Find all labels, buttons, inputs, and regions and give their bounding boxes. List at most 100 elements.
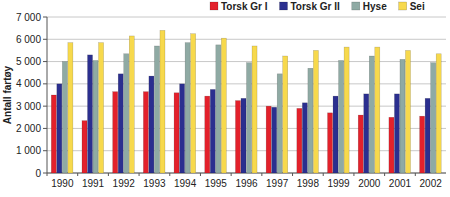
bar — [369, 56, 374, 173]
legend-swatch — [352, 2, 360, 10]
y-tick — [43, 39, 47, 40]
legend-label: Hyse — [363, 1, 387, 12]
bar — [160, 30, 165, 173]
bar — [113, 92, 118, 173]
x-tick-label: 2000 — [358, 178, 381, 189]
bar — [247, 63, 252, 173]
bar — [272, 107, 277, 173]
y-tick-label: 0 — [35, 168, 41, 179]
bar — [425, 98, 430, 173]
y-tick-label: 4 000 — [16, 78, 41, 89]
bar — [62, 62, 67, 173]
bar — [339, 60, 344, 173]
bar — [364, 94, 369, 173]
bar — [358, 115, 363, 173]
legend: Torsk Gr I Torsk Gr II Hyse Sei — [210, 1, 425, 12]
x-tick — [200, 173, 201, 176]
bar — [143, 92, 148, 173]
legend-swatch — [399, 2, 407, 10]
bar — [235, 101, 240, 173]
y-tick-label: 6 000 — [16, 34, 41, 45]
legend-label: Sei — [410, 1, 425, 12]
bar — [308, 68, 313, 173]
bar — [252, 46, 257, 173]
bar — [328, 113, 333, 173]
x-tick-label: 1999 — [327, 178, 350, 189]
legend-swatch — [280, 2, 288, 10]
x-tick — [415, 173, 416, 176]
x-tick — [169, 173, 170, 176]
x-tick — [231, 173, 232, 176]
bar — [405, 50, 410, 173]
x-tick — [353, 173, 354, 176]
x-tick-label: 1992 — [113, 178, 136, 189]
x-tick-label: 1991 — [82, 178, 105, 189]
x-tick — [261, 173, 262, 176]
x-tick-label: 1997 — [266, 178, 289, 189]
bar — [149, 76, 154, 173]
bar — [221, 38, 226, 173]
grid-line — [47, 17, 446, 18]
bar — [174, 93, 179, 173]
bar — [118, 74, 123, 173]
x-tick — [47, 173, 48, 176]
bar — [191, 34, 196, 173]
bar — [436, 54, 441, 173]
legend-swatch — [210, 2, 218, 10]
y-tick — [43, 150, 47, 151]
legend-label: Torsk Gr I — [221, 1, 268, 12]
bar — [420, 116, 425, 173]
y-tick — [43, 173, 47, 174]
bar — [57, 84, 62, 173]
y-tick-label: 3 000 — [16, 101, 41, 112]
bar — [241, 98, 246, 173]
y-axis-label: Antall fartøy — [2, 65, 13, 124]
bar — [205, 96, 210, 173]
bar — [394, 94, 399, 173]
x-tick — [139, 173, 140, 176]
x-tick — [384, 173, 385, 176]
x-tick-label: 1995 — [205, 178, 228, 189]
x-tick — [292, 173, 293, 176]
grid-line — [47, 39, 446, 40]
bar — [216, 45, 221, 173]
bar — [93, 60, 98, 173]
x-tick-label: 1996 — [235, 178, 258, 189]
chart: 01 0002 0003 0004 0005 0006 0007 000Anta… — [0, 0, 450, 197]
y-tick-label: 2 000 — [16, 123, 41, 134]
y-tick-label: 7 000 — [16, 12, 41, 23]
x-tick — [323, 173, 324, 176]
bar — [68, 43, 73, 173]
x-tick-label: 1998 — [297, 178, 320, 189]
bar — [266, 106, 271, 173]
y-tick — [43, 106, 47, 107]
bar — [389, 117, 394, 173]
y-tick — [43, 17, 47, 18]
y-axis — [47, 17, 48, 173]
x-tick-label: 1993 — [143, 178, 166, 189]
bar — [333, 96, 338, 173]
bar — [297, 108, 302, 173]
x-tick-label: 2002 — [420, 178, 443, 189]
bar — [185, 43, 190, 173]
y-tick-label: 1 000 — [16, 145, 41, 156]
y-tick — [43, 83, 47, 84]
bar — [210, 89, 215, 173]
x-tick — [108, 173, 109, 176]
bar — [51, 95, 56, 173]
bar — [154, 46, 159, 173]
bar — [400, 59, 405, 173]
bar — [283, 56, 288, 173]
x-tick-label: 2001 — [389, 178, 412, 189]
bar — [88, 55, 93, 173]
bar — [82, 121, 87, 173]
bar — [99, 43, 104, 173]
x-tick-label: 1994 — [174, 178, 197, 189]
y-tick — [43, 128, 47, 129]
legend-label: Torsk Gr II — [291, 1, 340, 12]
bar — [431, 63, 436, 173]
x-tick-label: 1990 — [51, 178, 74, 189]
bar — [124, 54, 129, 173]
bar — [277, 74, 282, 173]
bar — [302, 103, 307, 173]
